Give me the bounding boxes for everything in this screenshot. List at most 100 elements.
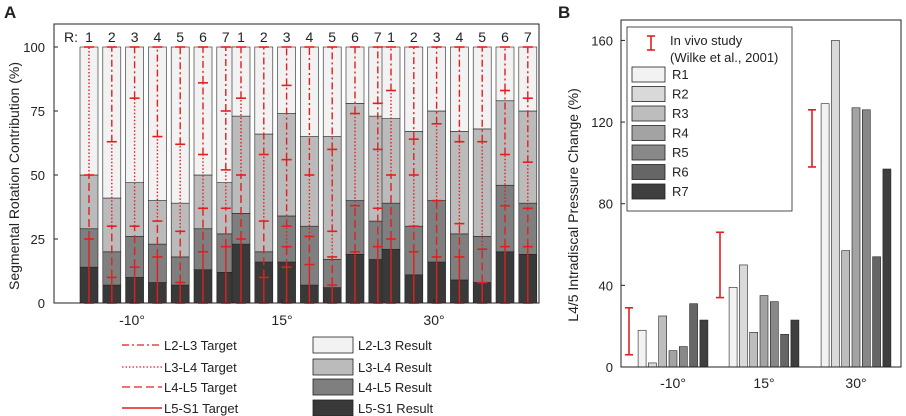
- result-bar-l2-l3: [427, 46, 446, 112]
- pressure-bar-r4: [668, 350, 678, 368]
- legend-r3-label: R3: [672, 106, 689, 121]
- legend-l5-s1-target: L5-S1 Target: [122, 401, 239, 416]
- legend-l5-s1-result-swatch: [312, 399, 354, 416]
- run-label: 3: [283, 29, 291, 45]
- legend-r3-swatch: [631, 105, 666, 122]
- pressure-bar-r5: [861, 109, 871, 368]
- run-label: 4: [306, 29, 314, 45]
- legend-r4-swatch: [631, 125, 666, 141]
- panel-b-y-tick-label: 40: [599, 278, 613, 293]
- legend-r5-swatch: [631, 144, 666, 161]
- run-label: 7: [374, 29, 382, 45]
- panel-a-y-tick-label: 25: [31, 232, 45, 247]
- run-label: 2: [260, 29, 268, 45]
- panel-a-y-axis-label: Segmental Rotation Contribution (%): [6, 62, 22, 290]
- run-label: 5: [176, 29, 184, 45]
- panel-b-y-axis-label: L4/5 Intradiscal Pressure Change (%): [565, 88, 581, 321]
- legend-l4-l5-result: L4-L5 Result: [312, 378, 432, 396]
- panel-b-legend: In vivo study (Wilke et al., 2001) R1R2R…: [626, 26, 793, 212]
- in-vivo-range: [808, 109, 816, 168]
- legend-l3-l4-target: L3-L4 Target: [122, 360, 237, 375]
- panel-b-y-ticks: 0 40 80 120 160: [591, 33, 625, 375]
- legend-l2-l3-result-swatch: [312, 336, 354, 354]
- pressure-bar-r1: [728, 287, 738, 368]
- panel-a-y-tick-label: 75: [31, 104, 45, 119]
- pressure-bar-r6: [780, 334, 789, 368]
- legend-l2-l3-target: L2-L3 Target: [122, 338, 237, 353]
- legend-in-vivo-icon: [647, 35, 655, 51]
- panel-a-label: A: [4, 3, 16, 22]
- result-bar-l2-l3: [450, 46, 469, 132]
- pressure-bar-r3: [749, 331, 759, 368]
- legend-l2-l3-result-label: L2-L3 Result: [358, 338, 432, 353]
- panel-b-y-tick-label: 80: [599, 197, 613, 212]
- legend-l4-l5-target: L4-L5 Target: [122, 380, 237, 395]
- legend-l3-l4-target-label: L3-L4 Target: [164, 360, 237, 375]
- legend-r1-label: R1: [672, 67, 689, 82]
- pressure-bar-r6: [689, 303, 698, 368]
- panel-b-y-tick-label: 0: [606, 360, 613, 375]
- legend-l5-s1-target-label: L5-S1 Target: [164, 401, 239, 416]
- panel-a-y-tick-label: 100: [23, 40, 45, 55]
- legend-r2-label: R2: [672, 87, 689, 102]
- panel-a-y-ticks: 0 25 50 75 100: [23, 40, 58, 311]
- pressure-bar-r2: [831, 40, 840, 368]
- panel-a-x-tick-label: 30°: [423, 312, 444, 328]
- legend-r4-label: R4: [672, 126, 689, 141]
- pressure-bar-r7: [790, 319, 800, 368]
- run-label: 7: [524, 29, 532, 45]
- run-label: 7: [222, 29, 230, 45]
- in-vivo-range: [716, 231, 724, 299]
- legend-r5-label: R5: [672, 145, 689, 160]
- legend-r1-swatch: [631, 66, 666, 83]
- pressure-bar-r2: [648, 362, 657, 368]
- in-vivo-range: [625, 307, 633, 356]
- run-label: 3: [433, 29, 441, 45]
- pressure-bar-r1: [637, 329, 647, 368]
- panel-a-y-tick-label: 0: [38, 296, 45, 311]
- legend-r7-swatch: [631, 183, 666, 200]
- pressure-bar-r4: [759, 295, 769, 368]
- run-label: 6: [351, 29, 359, 45]
- panel-b-in-vivo-ranges: [625, 109, 816, 356]
- panel-b-x-tick-label: 15°: [753, 375, 774, 391]
- legend-in-vivo-citation: (Wilke et al., 2001): [670, 50, 778, 65]
- pressure-bar-r1: [820, 103, 830, 368]
- legend-r6-label: R6: [672, 165, 689, 180]
- run-label: 5: [328, 29, 336, 45]
- pressure-bar-r3: [841, 250, 851, 368]
- pressure-bar-r2: [739, 264, 748, 368]
- panel-a-y-tick-label: 50: [31, 168, 45, 183]
- run-label: 6: [501, 29, 509, 45]
- legend-l2-l3-result: L2-L3 Result: [312, 336, 432, 354]
- panel-b-label: B: [558, 3, 570, 22]
- legend-l3-l4-result-swatch: [312, 358, 354, 376]
- legend-r2-swatch: [631, 86, 666, 102]
- result-bar-l3-l4: [450, 131, 469, 235]
- legend-in-vivo-label: In vivo study: [670, 33, 743, 48]
- panel-a-x-tick-label: 15°: [271, 312, 292, 328]
- panel-b-y-tick-label: 160: [591, 33, 613, 48]
- run-label: 2: [108, 29, 116, 45]
- legend-l4-l5-result-label: L4-L5 Result: [358, 380, 432, 395]
- pressure-bar-r3: [658, 315, 668, 368]
- legend-l3-l4-result-label: L3-L4 Result: [358, 360, 432, 375]
- legend-l2-l3-target-label: L2-L3 Target: [164, 338, 237, 353]
- legend-l5-s1-result-label: L5-S1 Result: [358, 401, 434, 416]
- panel-a-plot-frame: [53, 23, 540, 304]
- run-label: 1: [387, 29, 395, 45]
- legend-l3-l4-result: L3-L4 Result: [312, 358, 432, 376]
- run-label: 2: [410, 29, 418, 45]
- legend-r7-label: R7: [672, 184, 689, 199]
- panel-b-legend-items: R1 R2 R3 R4 R5 R6 R7: [631, 66, 689, 200]
- panel-a-x-tick-labels: -10° 15° 30°: [119, 299, 445, 328]
- run-label: 5: [478, 29, 486, 45]
- run-label: 1: [237, 29, 245, 45]
- pressure-bar-r5: [769, 301, 779, 368]
- panel-b-x-tick-label: -10°: [660, 375, 686, 391]
- pressure-bar-r6: [872, 256, 881, 368]
- panel-a-r-label: R:: [64, 29, 78, 45]
- panel-a-x-tick-label: -10°: [119, 312, 145, 328]
